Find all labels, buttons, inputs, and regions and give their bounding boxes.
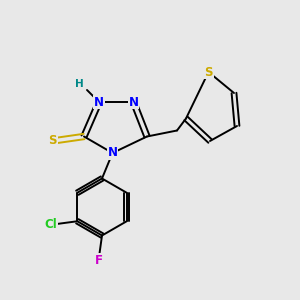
Text: N: N [94,95,104,109]
Text: Cl: Cl [44,218,57,231]
Text: N: N [128,95,139,109]
Text: F: F [95,254,103,267]
Text: N: N [107,146,118,160]
Text: H: H [75,79,84,89]
Text: S: S [204,65,213,79]
Text: S: S [48,134,57,148]
